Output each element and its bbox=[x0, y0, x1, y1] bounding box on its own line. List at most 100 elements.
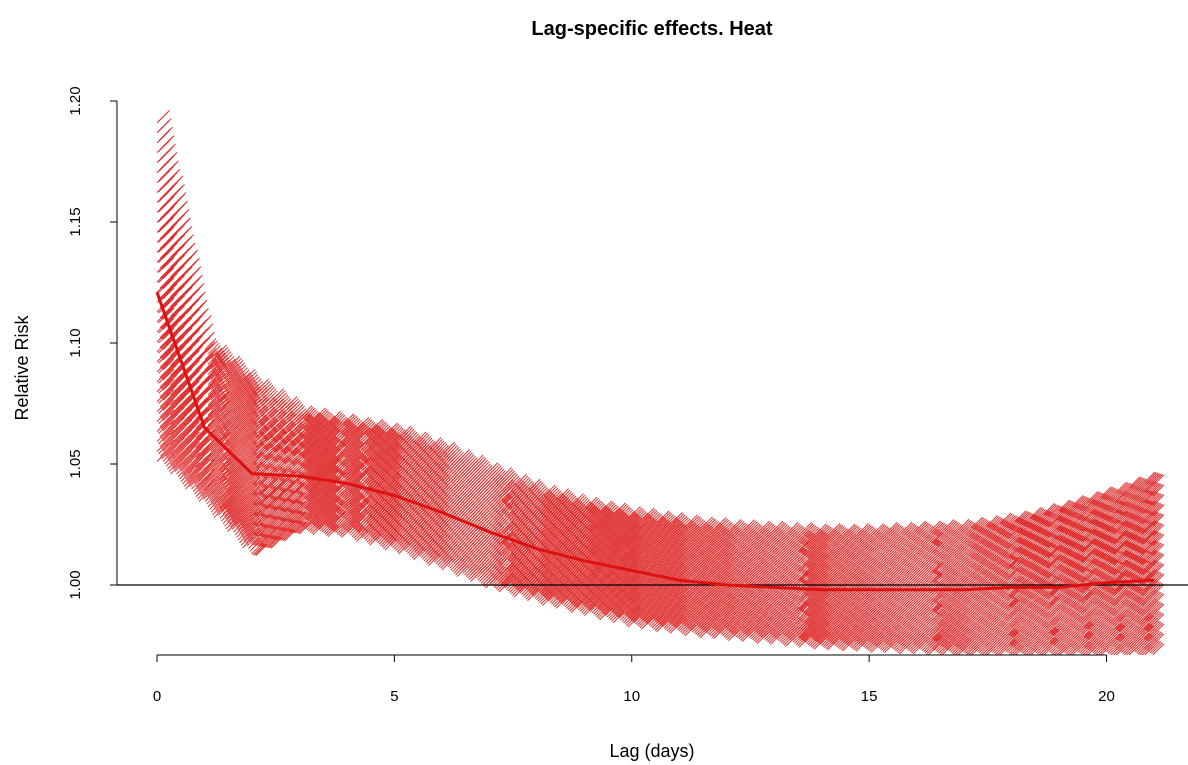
band-hatch-mark bbox=[564, 515, 577, 528]
band-hatch-mark bbox=[524, 576, 536, 588]
band-hatch-mark bbox=[578, 499, 590, 512]
band-hatch-mark bbox=[206, 360, 218, 373]
band-hatch-mark bbox=[603, 523, 616, 535]
band-hatch-mark bbox=[378, 532, 391, 545]
band-hatch-mark bbox=[572, 563, 584, 575]
band-hatch-mark bbox=[605, 524, 617, 537]
band-hatch-mark bbox=[347, 520, 359, 533]
band-hatch-mark bbox=[236, 367, 248, 380]
band-hatch-mark bbox=[300, 513, 313, 526]
band-hatch-mark bbox=[375, 510, 388, 523]
band-hatch-mark bbox=[513, 503, 526, 515]
band-hatch-mark bbox=[587, 527, 599, 540]
band-hatch-mark bbox=[324, 503, 337, 516]
band-hatch-mark bbox=[399, 425, 412, 438]
band-hatch-mark bbox=[525, 495, 538, 508]
band-hatch-mark bbox=[555, 496, 568, 509]
band-hatch-mark bbox=[282, 519, 295, 532]
band-hatch-mark bbox=[384, 460, 397, 473]
band-hatch-mark bbox=[261, 424, 274, 437]
band-hatch-mark bbox=[200, 314, 212, 327]
band-hatch-mark bbox=[509, 477, 521, 490]
band-hatch-mark bbox=[272, 497, 284, 510]
band-hatch-mark bbox=[255, 475, 268, 488]
band-hatch-mark bbox=[593, 523, 605, 536]
band-hatch-mark bbox=[254, 444, 266, 457]
band-hatch-mark bbox=[645, 520, 658, 533]
band-hatch-mark bbox=[545, 566, 557, 579]
band-hatch-mark bbox=[522, 492, 535, 505]
band-hatch-mark bbox=[603, 513, 616, 525]
band-hatch-mark bbox=[276, 394, 289, 407]
band-hatch-mark bbox=[548, 569, 560, 582]
band-hatch-mark bbox=[573, 504, 586, 517]
band-hatch-mark bbox=[618, 516, 631, 529]
band-hatch-mark bbox=[359, 494, 371, 507]
band-hatch-mark bbox=[647, 602, 659, 615]
band-hatch-mark bbox=[585, 496, 598, 509]
band-hatch-mark bbox=[272, 527, 284, 540]
band-hatch-mark bbox=[617, 545, 629, 558]
band-hatch-mark bbox=[632, 559, 644, 572]
band-hatch-mark bbox=[260, 382, 272, 395]
band-hatch-mark bbox=[443, 441, 455, 454]
band-hatch-mark bbox=[342, 444, 355, 457]
band-hatch-mark bbox=[180, 287, 193, 299]
band-hatch-mark bbox=[639, 606, 652, 619]
band-hatch-mark bbox=[551, 562, 563, 575]
band-hatch-mark bbox=[545, 496, 557, 508]
band-hatch-mark bbox=[581, 541, 593, 554]
band-hatch-mark bbox=[263, 386, 275, 399]
band-hatch-mark bbox=[305, 517, 317, 530]
band-hatch-mark bbox=[590, 580, 602, 592]
band-hatch-mark bbox=[257, 485, 269, 498]
band-hatch-mark bbox=[624, 552, 637, 565]
band-hatch-mark bbox=[162, 439, 175, 452]
band-hatch-mark bbox=[603, 572, 616, 585]
band-hatch-mark bbox=[512, 522, 524, 534]
band-hatch-mark bbox=[188, 472, 200, 485]
band-hatch-mark bbox=[321, 510, 334, 523]
band-hatch-mark bbox=[518, 497, 530, 510]
band-hatch-mark bbox=[587, 498, 599, 510]
band-hatch-mark bbox=[644, 549, 656, 562]
band-hatch-mark bbox=[516, 496, 529, 508]
band-hatch-mark bbox=[506, 505, 518, 517]
band-hatch-mark bbox=[530, 511, 542, 523]
band-hatch-mark bbox=[626, 604, 638, 617]
band-hatch-mark bbox=[555, 536, 568, 549]
band-hatch-mark bbox=[213, 372, 226, 385]
band-hatch-mark bbox=[614, 502, 626, 515]
band-hatch-mark bbox=[248, 537, 260, 549]
band-hatch-mark bbox=[431, 438, 443, 451]
band-hatch-mark bbox=[612, 521, 625, 533]
band-hatch-mark bbox=[309, 413, 322, 425]
band-hatch-mark bbox=[381, 438, 394, 450]
band-hatch-mark bbox=[620, 588, 632, 601]
band-hatch-mark bbox=[392, 427, 404, 440]
band-hatch-mark bbox=[549, 490, 562, 503]
band-hatch-mark bbox=[218, 349, 230, 361]
band-hatch-mark bbox=[570, 561, 583, 574]
band-hatch-mark bbox=[537, 508, 550, 521]
band-hatch-mark bbox=[609, 538, 622, 551]
band-hatch-mark bbox=[545, 516, 557, 529]
band-hatch-mark bbox=[162, 338, 175, 351]
band-hatch-mark bbox=[549, 510, 562, 523]
band-hatch-mark bbox=[533, 585, 545, 598]
band-hatch-mark bbox=[639, 525, 652, 538]
band-hatch-mark bbox=[587, 567, 599, 580]
band-hatch-mark bbox=[590, 590, 602, 602]
band-hatch-mark bbox=[162, 419, 175, 432]
band-hatch-mark bbox=[548, 559, 560, 572]
band-hatch-mark bbox=[359, 456, 371, 469]
band-hatch-mark bbox=[561, 552, 574, 565]
band-hatch-mark bbox=[648, 553, 661, 566]
band-hatch-mark bbox=[519, 509, 532, 522]
band-hatch-mark bbox=[365, 510, 377, 522]
band-hatch-mark bbox=[644, 579, 656, 592]
band-hatch-mark bbox=[245, 391, 257, 404]
band-hatch-mark bbox=[309, 442, 322, 455]
band-hatch-mark bbox=[344, 414, 356, 427]
band-hatch-mark bbox=[572, 513, 584, 525]
